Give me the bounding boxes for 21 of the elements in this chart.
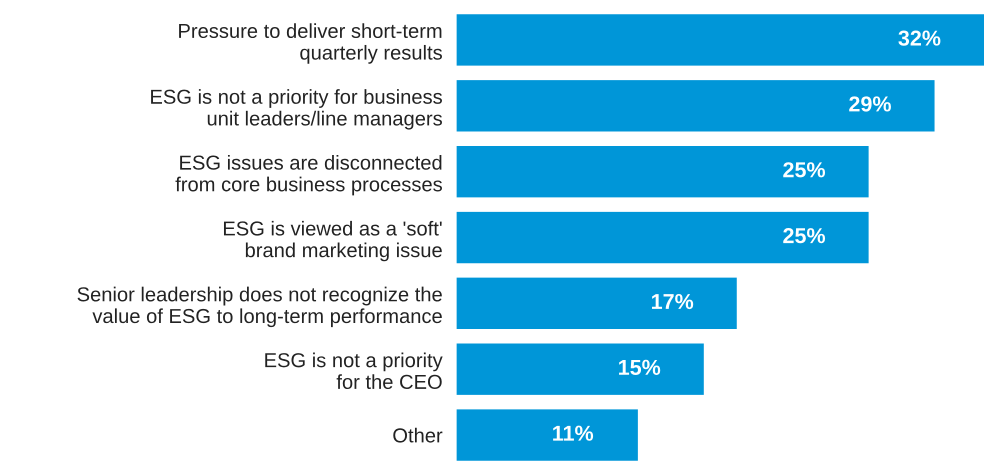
y-tick-label: Senior leadership does not recognize the value of ESG to long-term performance: [78, 286, 442, 328]
bar: [456, 212, 869, 264]
data-label: 15%: [619, 360, 660, 375]
y-tick-label: ESG is not a priority for the CEO: [265, 352, 443, 390]
bar: [456, 278, 737, 330]
y-tick-label: ESG is not a priority for business unit leaders/line managers: [151, 89, 442, 130]
bar: [456, 80, 935, 132]
data-label: 32%: [898, 30, 940, 46]
y-tick-label: Pressure to deliver short-term quarterly results: [179, 23, 442, 64]
data-label: 25%: [783, 162, 826, 178]
bar: [456, 146, 869, 198]
data-label: 29%: [849, 96, 891, 112]
y-tick-label: Other: [393, 428, 442, 443]
data-label: 25%: [783, 228, 826, 244]
y-tick-label: ESG issues are disconnected from core business processes: [175, 154, 442, 196]
data-label: 17%: [652, 294, 694, 310]
y-tick-label: ESG is viewed as a 'soft' brand marketing issue: [224, 220, 442, 262]
data-label: 11%: [553, 426, 594, 441]
bar: [456, 344, 704, 395]
bar: [456, 14, 984, 66]
bar: [456, 409, 638, 461]
